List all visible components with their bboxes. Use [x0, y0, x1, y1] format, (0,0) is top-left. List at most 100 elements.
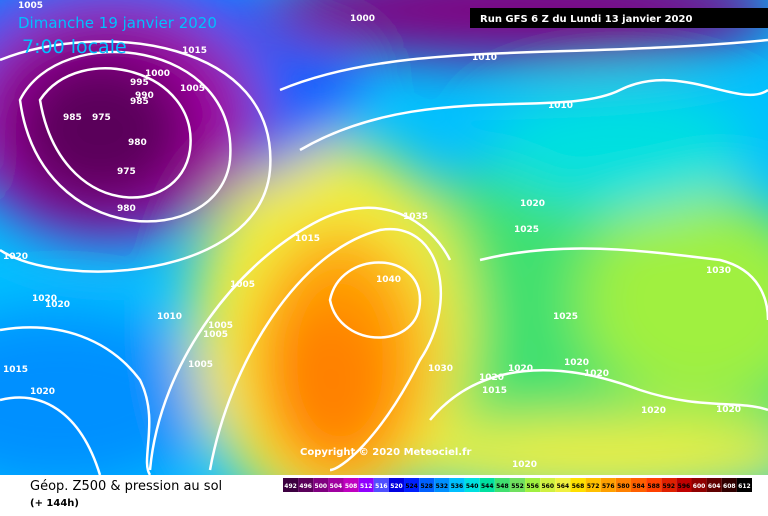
legend-label: 600 — [693, 483, 706, 490]
legend-label: 532 — [436, 483, 449, 490]
legend-label: 592 — [663, 483, 676, 490]
legend-label: 504 — [330, 483, 343, 490]
isobar-label: 1010 — [472, 53, 497, 63]
legend-label: 512 — [360, 483, 373, 490]
legend-swatch — [313, 478, 329, 492]
isobar-label: 1020 — [508, 364, 533, 374]
legend-swatch — [373, 478, 389, 492]
legend-swatch — [661, 478, 677, 492]
legend-label: 516 — [375, 483, 388, 490]
legend-label: 564 — [557, 483, 570, 490]
legend-label: 568 — [572, 483, 585, 490]
legend-swatch — [600, 478, 616, 492]
legend-swatch — [736, 478, 752, 492]
legend-swatch — [540, 478, 556, 492]
legend-swatch — [464, 478, 480, 492]
legend-swatch — [721, 478, 737, 492]
isobar-label: 990 — [135, 91, 154, 101]
run-banner — [470, 8, 768, 28]
legend-label: 588 — [647, 483, 660, 490]
isobar-label: 980 — [117, 204, 136, 214]
legend-label: 572 — [587, 483, 600, 490]
legend-swatch — [646, 478, 662, 492]
legend-label: 604 — [708, 483, 721, 490]
legend-label: 540 — [466, 483, 479, 490]
legend-label: 580 — [617, 483, 630, 490]
legend-swatch — [388, 478, 405, 492]
isobar-label: 1020 — [3, 252, 28, 262]
isobar-label: 1020 — [641, 406, 666, 416]
isobar-label: 1025 — [514, 225, 539, 235]
legend-swatch — [343, 478, 359, 492]
legend-swatch — [509, 478, 526, 492]
legend-swatch — [676, 478, 692, 492]
isobar-label: 1020 — [45, 300, 70, 310]
legend-swatch — [570, 478, 586, 492]
isobar-label: 1020 — [584, 369, 609, 379]
legend-swatch — [479, 478, 495, 492]
isobar-label: 1015 — [482, 386, 507, 396]
legend-label: 612 — [738, 483, 751, 490]
legend-label: 492 — [284, 483, 297, 490]
isobar-label: 1020 — [564, 358, 589, 368]
footer-title: Géop. Z500 & pression au sol — [30, 479, 222, 494]
isobar-label: 1005 — [180, 84, 205, 94]
legend-swatch — [358, 478, 374, 492]
legend-label: 528 — [420, 483, 433, 490]
legend-label: 560 — [541, 483, 554, 490]
isobar-label: 975 — [117, 167, 136, 177]
date: Dimanche 19 janvier 2020 — [18, 14, 217, 32]
isobar-label: 1030 — [706, 266, 731, 276]
isobar-label: 980 — [128, 138, 147, 148]
legend-label: 576 — [602, 483, 615, 490]
legend-label: 544 — [481, 483, 494, 490]
legend-swatch — [434, 478, 450, 492]
legend-swatch — [615, 478, 631, 492]
isobar-label: 1005 — [208, 321, 233, 331]
legend-swatch — [555, 478, 571, 492]
legend-label: 584 — [632, 483, 645, 490]
legend-swatch — [404, 478, 420, 492]
legend-label: 520 — [390, 483, 403, 490]
isobar-label: 1020 — [716, 405, 741, 415]
isobar-label: 1000 — [350, 14, 375, 24]
legend-swatch — [706, 478, 722, 492]
legend-label: 552 — [511, 483, 524, 490]
isobar-label: 1020 — [479, 373, 504, 383]
isobar-label: 1000 — [145, 69, 170, 79]
isobar-label: 985 — [130, 97, 149, 107]
isobar-label: 1010 — [548, 101, 573, 111]
isobar-label: 975 — [92, 113, 111, 123]
isobar-label: 1015 — [182, 46, 207, 56]
isobar-label: 1015 — [295, 234, 320, 244]
legend-swatch — [419, 478, 435, 492]
isobar-label: 1020 — [30, 387, 55, 397]
isobar-label: 1040 — [376, 275, 401, 285]
legend-swatch — [328, 478, 344, 492]
isobar-label: 1005 — [203, 330, 228, 340]
legend-swatch — [525, 478, 541, 492]
legend-label: 508 — [345, 483, 358, 490]
legend-label: 556 — [526, 483, 539, 490]
legend-swatch — [283, 478, 299, 492]
isobar-label: 1005 — [18, 1, 43, 11]
legend-swatch — [298, 478, 314, 492]
time: 7:00 locale — [22, 36, 127, 58]
legend-label: 548 — [496, 483, 509, 490]
copyright: Copyright © 2020 Meteociel.fr — [300, 447, 471, 458]
footer-lead: (+ 144h) — [30, 498, 79, 509]
isobar-label: 1025 — [553, 312, 578, 322]
legend-swatch — [449, 478, 465, 492]
legend-swatch — [691, 478, 707, 492]
legend-label: 536 — [451, 483, 464, 490]
isobar-label: 1005 — [188, 360, 213, 370]
isobar-label: 1020 — [520, 199, 545, 209]
isobar-label: 1020 — [512, 460, 537, 470]
run-info: Run GFS 6 Z du Lundi 13 janvier 2020 — [480, 14, 692, 25]
isobar-label: 1020 — [32, 294, 57, 304]
isobar-label: 1005 — [230, 280, 255, 290]
legend-label: 524 — [405, 483, 418, 490]
legend-label: 496 — [299, 483, 312, 490]
